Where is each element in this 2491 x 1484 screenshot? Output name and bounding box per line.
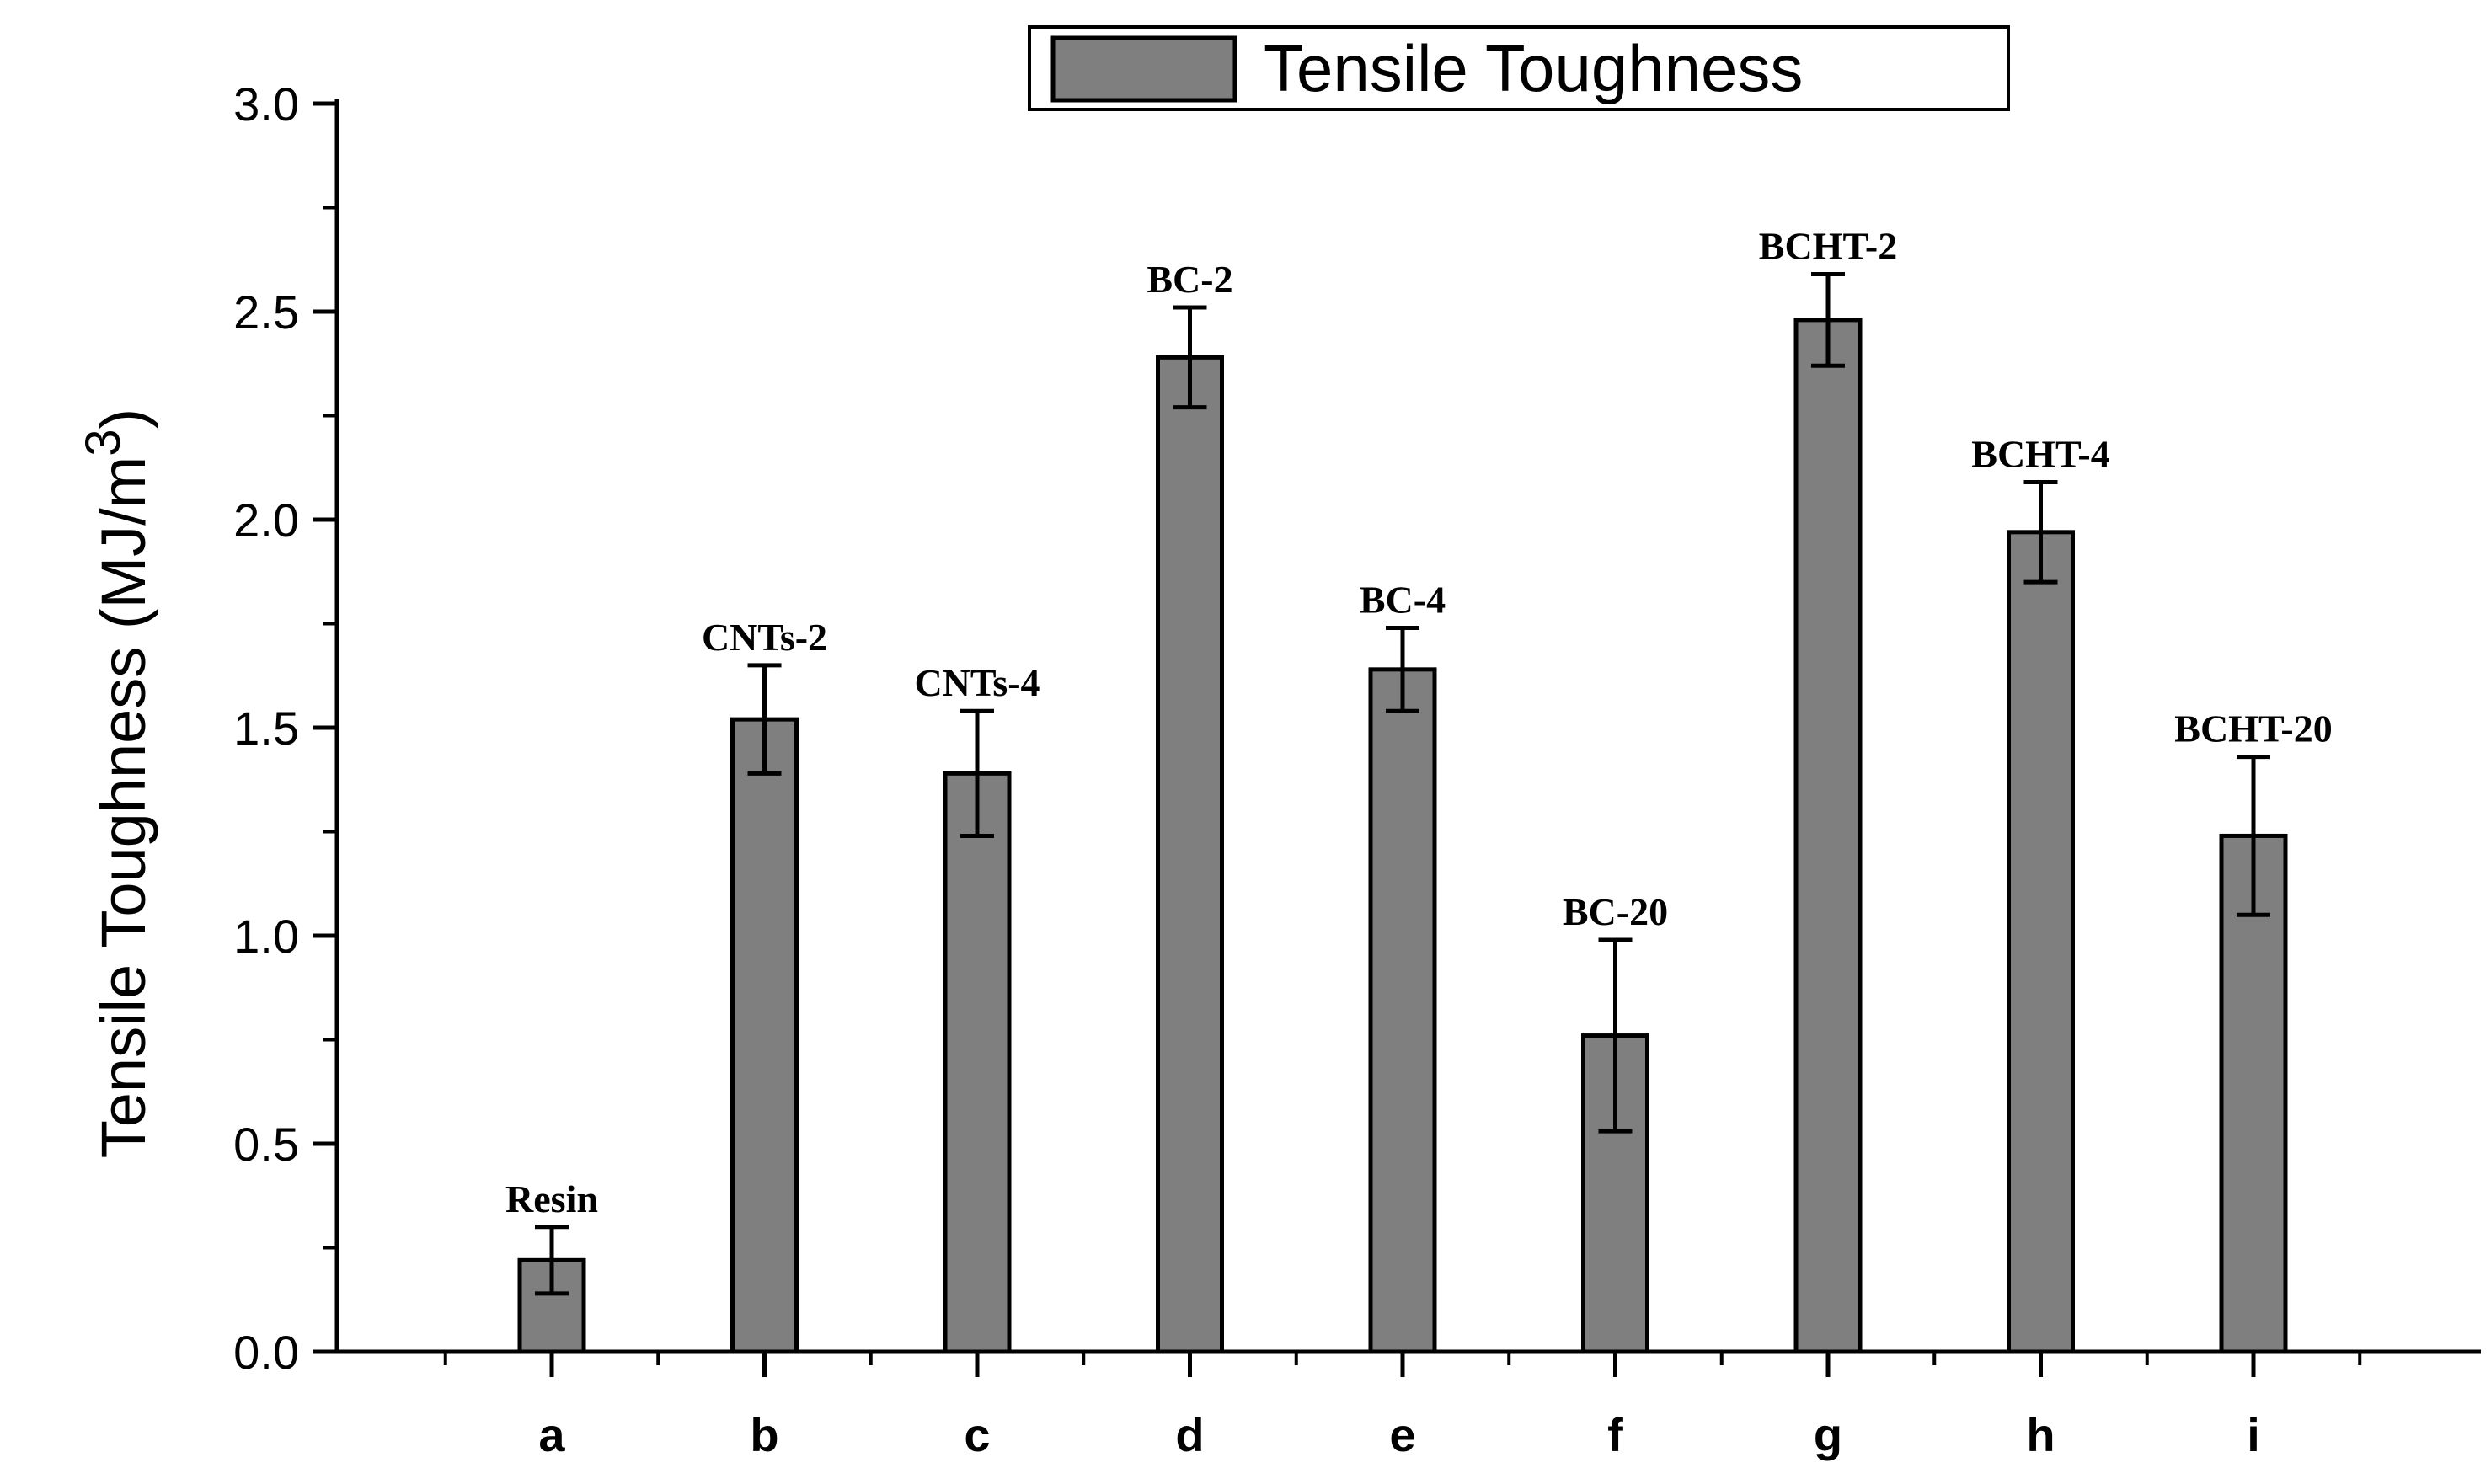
bar-label: BC-20 <box>1563 890 1668 933</box>
y-axis-title: Tensile Toughness (MJ/m3) <box>76 408 158 1158</box>
x-category-label: h <box>2026 1408 2055 1461</box>
x-category-label: c <box>964 1408 990 1461</box>
y-tick-label: 0.5 <box>233 1118 299 1171</box>
y-tick-label: 2.5 <box>233 286 299 339</box>
y-tick-label: 0.0 <box>233 1326 299 1379</box>
bar-label: CNTs-2 <box>702 616 827 659</box>
legend: Tensile Toughness <box>1028 25 2010 111</box>
bar <box>2219 833 2288 1354</box>
bar-label: CNTs-4 <box>914 661 1040 704</box>
x-category-label: g <box>1814 1408 1842 1461</box>
bars: Resin CNTs-2 CNTs-4 BC-2 BC-4 BC-20 BCHT-2 BCHT… <box>505 225 2333 1354</box>
x-category-label: e <box>1389 1408 1415 1461</box>
x-category-label: d <box>1175 1408 1204 1461</box>
bar-label: BC-4 <box>1360 578 1446 621</box>
bar <box>730 717 799 1354</box>
x-category-label: f <box>1607 1408 1623 1461</box>
bar <box>1793 318 1863 1354</box>
y-axis-title-close: ) <box>88 408 158 430</box>
axes: 0.0 0.5 1.0 1.5 2.0 2.5 3.0 a b c d e f g h i <box>233 77 2481 1461</box>
legend-swatch <box>1050 35 1237 103</box>
x-category-label: b <box>750 1408 778 1461</box>
x-category-label: i <box>2247 1408 2260 1461</box>
bar-label: BCHT-20 <box>2174 707 2332 750</box>
y-tick-label: 2.0 <box>233 494 299 547</box>
y-tick-label: 1.5 <box>233 702 299 755</box>
legend-label: Tensile Toughness <box>1264 31 1803 105</box>
bar-label: Resin <box>505 1177 598 1220</box>
x-category-label: a <box>538 1408 565 1461</box>
bar <box>1368 667 1437 1354</box>
y-tick-label: 1.0 <box>233 910 299 963</box>
y-axis-title-superscript: 3 <box>76 429 131 456</box>
bar <box>2007 530 2075 1354</box>
bar <box>943 771 1012 1354</box>
bar <box>1156 355 1224 1354</box>
bar-label: BCHT-4 <box>1971 433 2109 476</box>
y-tick-label: 3.0 <box>233 77 299 131</box>
y-axis-title-main: Tensile Toughness (MJ/m <box>88 456 158 1159</box>
bar-label: BCHT-2 <box>1759 225 1897 268</box>
bar-label: BC-2 <box>1147 258 1232 301</box>
